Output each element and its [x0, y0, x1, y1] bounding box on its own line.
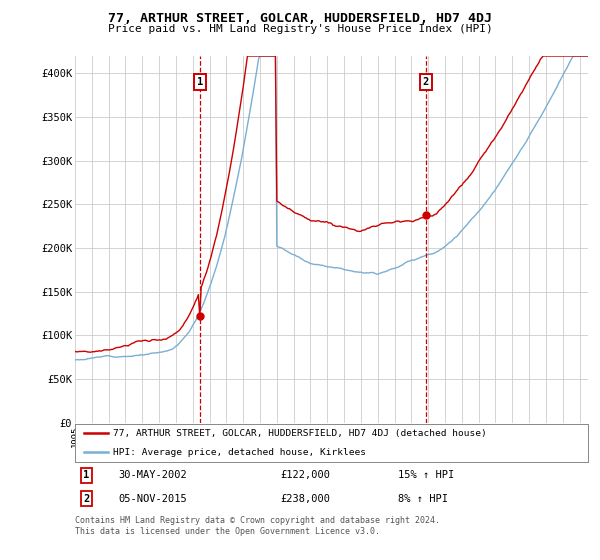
- Text: Price paid vs. HM Land Registry's House Price Index (HPI): Price paid vs. HM Land Registry's House …: [107, 24, 493, 34]
- Text: 77, ARTHUR STREET, GOLCAR, HUDDERSFIELD, HD7 4DJ (detached house): 77, ARTHUR STREET, GOLCAR, HUDDERSFIELD,…: [113, 429, 487, 438]
- Text: 1: 1: [83, 470, 89, 480]
- Text: 15% ↑ HPI: 15% ↑ HPI: [398, 470, 454, 480]
- Text: 30-MAY-2002: 30-MAY-2002: [119, 470, 187, 480]
- Text: 05-NOV-2015: 05-NOV-2015: [119, 493, 187, 503]
- Text: 1: 1: [197, 77, 203, 87]
- Text: 77, ARTHUR STREET, GOLCAR, HUDDERSFIELD, HD7 4DJ: 77, ARTHUR STREET, GOLCAR, HUDDERSFIELD,…: [108, 12, 492, 25]
- Text: £238,000: £238,000: [280, 493, 330, 503]
- Text: Contains HM Land Registry data © Crown copyright and database right 2024.
This d: Contains HM Land Registry data © Crown c…: [75, 516, 440, 536]
- Text: 2: 2: [422, 77, 429, 87]
- Text: £122,000: £122,000: [280, 470, 330, 480]
- Text: 8% ↑ HPI: 8% ↑ HPI: [398, 493, 448, 503]
- Text: HPI: Average price, detached house, Kirklees: HPI: Average price, detached house, Kirk…: [113, 448, 367, 457]
- Text: 2: 2: [83, 493, 89, 503]
